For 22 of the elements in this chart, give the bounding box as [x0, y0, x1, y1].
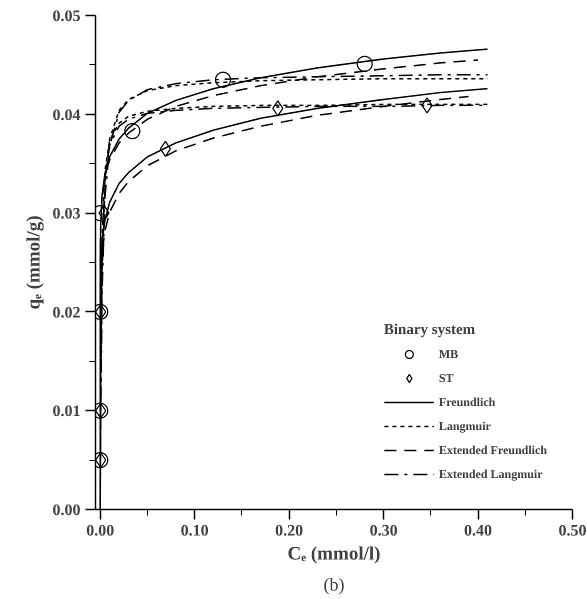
legend-label: Extended Langmuir — [438, 466, 543, 482]
y-tick-label: 0.04 — [52, 106, 80, 124]
legend-label: Extended Freundlich — [438, 442, 547, 458]
x-axis-title: Cₑ (mmol/l) — [287, 544, 381, 564]
x-tick-label: 0.50 — [558, 522, 586, 540]
y-tick-label: 0.02 — [52, 304, 80, 322]
legend-label: Freundlich — [438, 394, 496, 410]
legend-label: MB — [438, 346, 459, 362]
y-tick-label: 0.01 — [52, 403, 80, 420]
x-tick-label: 0.40 — [464, 522, 492, 540]
y-tick-label: 0.03 — [52, 206, 80, 223]
y-axis-title: qₑ (mmol/g) — [24, 215, 44, 310]
legend-title: Binary system — [384, 322, 476, 339]
legend-label: Langmuir — [438, 418, 491, 434]
x-tick-label: 0.10 — [180, 522, 209, 540]
text: (b) — [324, 574, 345, 594]
x-tick-label: 0.00 — [86, 522, 114, 540]
legend-label: ST — [438, 370, 455, 386]
x-tick-label: 0.30 — [370, 522, 398, 540]
y-tick-label: 0.05 — [52, 8, 80, 25]
x-tick-label: 0.20 — [275, 522, 304, 540]
y-tick-label: 0.00 — [52, 502, 80, 519]
